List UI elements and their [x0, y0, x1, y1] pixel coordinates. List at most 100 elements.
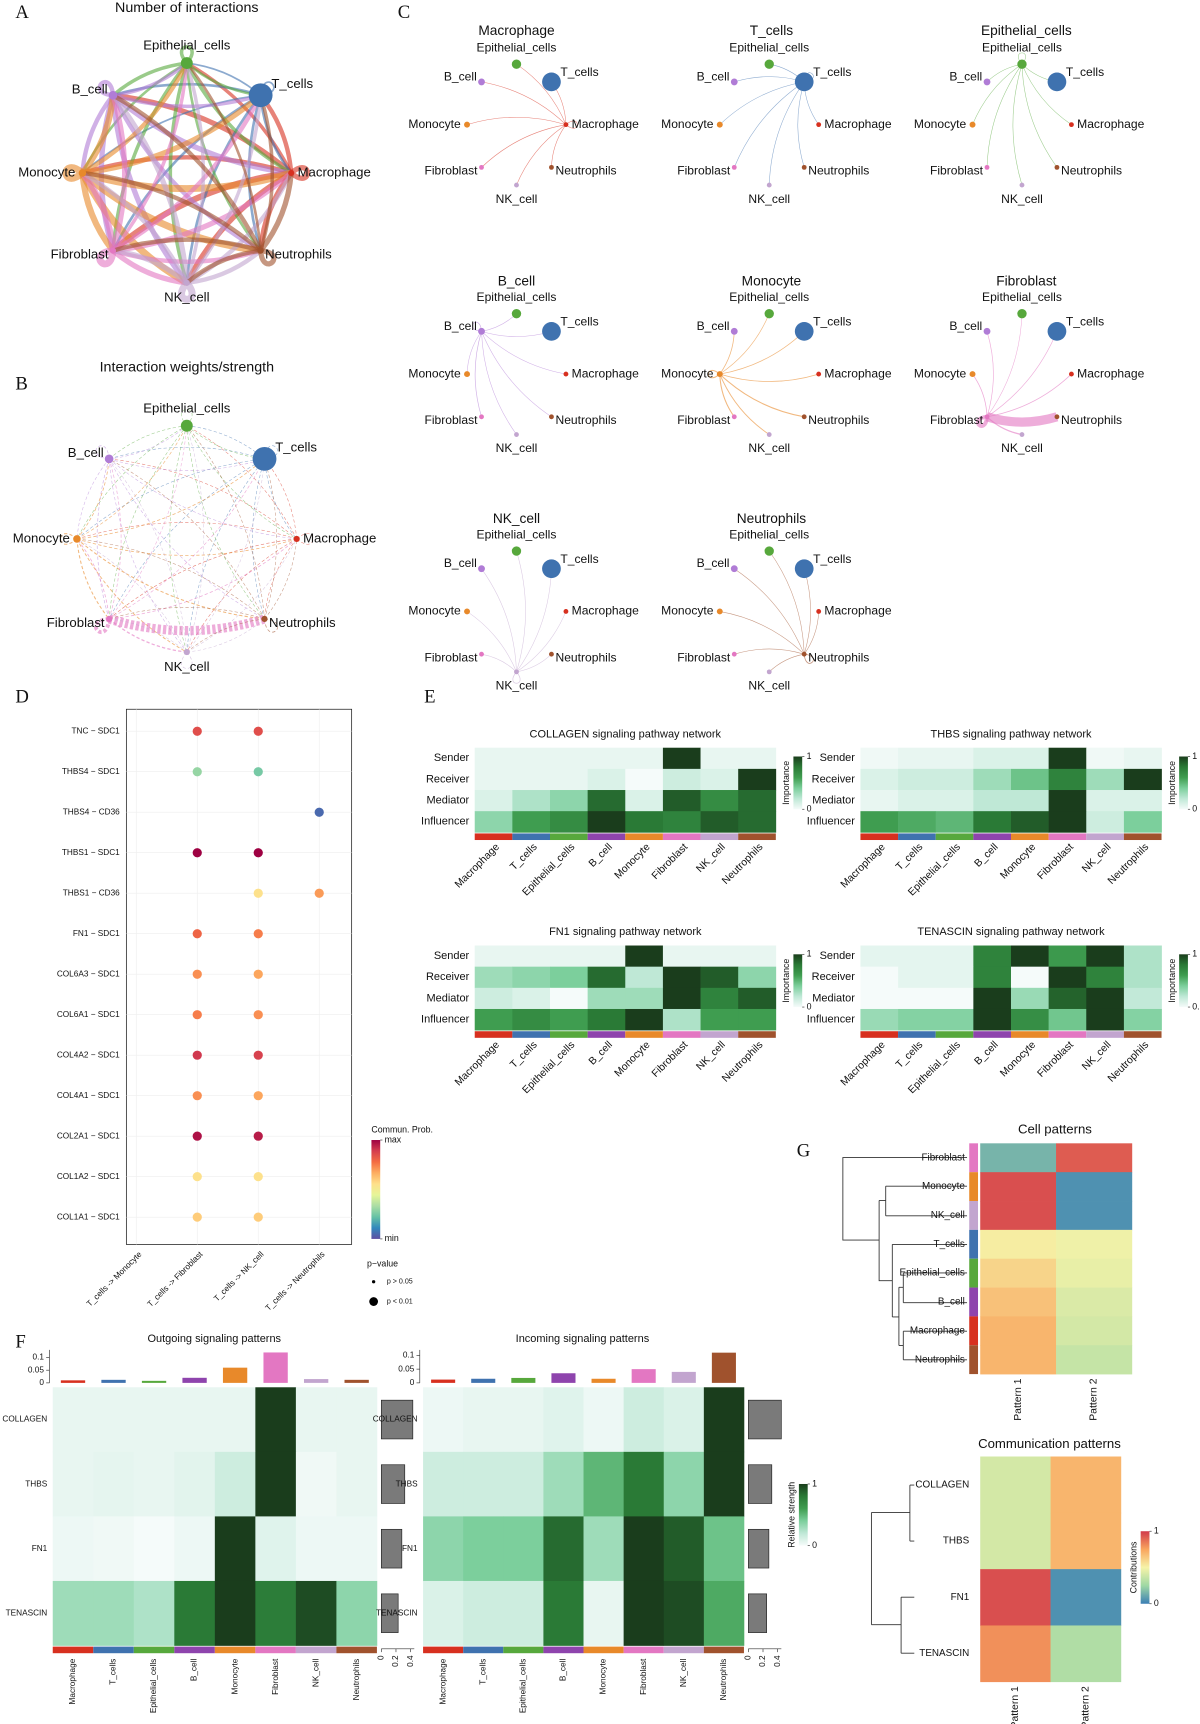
- heatmap-cell: [587, 790, 626, 812]
- bar: [471, 1378, 496, 1383]
- row-label: THBS: [396, 1479, 418, 1488]
- node-label: Neutrophils: [1061, 413, 1122, 427]
- edge: [719, 373, 805, 418]
- column-label: B_cell: [587, 1040, 615, 1068]
- heatmap-cell: [973, 945, 1012, 967]
- edge: [76, 538, 110, 619]
- edge: [296, 533, 314, 545]
- y-tick-label: 0: [39, 1378, 44, 1387]
- heatmap-cell: [512, 811, 551, 833]
- edge: [112, 93, 262, 109]
- y-tick-label: COL6A3 − SDC1: [57, 969, 120, 978]
- heatmap-cell: [980, 1172, 1057, 1202]
- heatmap-cell: [336, 1451, 378, 1517]
- heatmap-cell: [935, 945, 974, 967]
- node: [764, 308, 774, 319]
- edge: [111, 62, 189, 252]
- row-label: Receiver: [812, 971, 856, 983]
- heatmap-cell: [898, 811, 937, 833]
- heatmap-cell: [463, 1580, 504, 1646]
- y-tick-label: 0.1: [403, 1351, 415, 1360]
- heatmap-cell: [625, 811, 664, 833]
- row-label: Mediator: [812, 992, 855, 1004]
- x-tick-label: 0.2: [391, 1655, 400, 1667]
- column-label: Fibroblast: [271, 1658, 280, 1695]
- heatmap-cell: [980, 1345, 1057, 1375]
- node: [563, 609, 569, 614]
- heatmap-cell: [255, 1387, 297, 1453]
- edge: [185, 62, 206, 284]
- node-label: Fibroblast: [424, 413, 478, 427]
- edge: [719, 313, 770, 375]
- node-label: Fibroblast: [930, 413, 984, 427]
- column-color-strip: [214, 1646, 256, 1654]
- node: [764, 59, 774, 69]
- chart-title: B_cell: [498, 273, 535, 288]
- size-legend-label: p > 0.05: [387, 1278, 413, 1286]
- heatmap-cell: [550, 768, 588, 791]
- edge: [986, 331, 994, 417]
- heatmap-cell: [662, 747, 701, 770]
- edge: [111, 93, 292, 176]
- side-bar: [380, 1593, 399, 1633]
- column-color-strip: [738, 833, 776, 841]
- node-label: Neutrophils: [1061, 164, 1122, 178]
- column-color-strip: [662, 833, 701, 841]
- edge: [481, 313, 517, 332]
- node: [730, 78, 738, 86]
- bar: [511, 1377, 536, 1383]
- node: [1054, 414, 1060, 420]
- heatmap-cell: [474, 747, 513, 770]
- edge: [481, 568, 517, 672]
- y-tick-label: COL4A2 − SDC1: [57, 1050, 120, 1059]
- colorbar: [793, 954, 803, 1008]
- heatmap-cell: [474, 790, 513, 812]
- column-label: NK_cell: [679, 1659, 688, 1688]
- node-label: NK_cell: [496, 441, 538, 455]
- node-label: Neutrophils: [808, 413, 869, 427]
- row-label: TENASCIN: [376, 1608, 418, 1617]
- heatmap-cell: [1086, 987, 1125, 1010]
- edge: [62, 164, 85, 182]
- row-color-strip: [969, 1172, 979, 1202]
- heatmap-cell: [663, 1580, 705, 1646]
- edge: [96, 458, 110, 620]
- node: [183, 649, 190, 656]
- heatmap-cell: [255, 1580, 297, 1646]
- node: [109, 247, 117, 254]
- edge: [76, 538, 297, 556]
- column-color-strip: [935, 833, 974, 841]
- node-label: Monocyte: [408, 604, 461, 618]
- edge: [82, 93, 263, 176]
- heatmap-cell: [623, 1387, 665, 1453]
- node: [731, 651, 737, 657]
- edge: [719, 373, 770, 435]
- heatmap-cell: [625, 987, 664, 1010]
- edge: [186, 249, 263, 286]
- heatmap-cell: [1048, 966, 1087, 989]
- edge: [258, 248, 277, 267]
- node: [716, 608, 723, 615]
- node: [794, 559, 814, 579]
- heatmap-cell: [583, 1580, 624, 1646]
- heatmap-cell: [512, 945, 551, 967]
- heatmap-cell: [980, 1456, 1051, 1514]
- dot: [192, 1010, 202, 1020]
- edge: [185, 62, 262, 252]
- heatmap-cell: [474, 945, 513, 967]
- edge: [565, 120, 578, 129]
- edge: [466, 331, 482, 375]
- x-tick-label: 0.4: [773, 1655, 782, 1667]
- heatmap-cell: [1056, 1172, 1133, 1202]
- node: [549, 651, 554, 657]
- bar: [303, 1379, 329, 1383]
- edge: [81, 171, 189, 284]
- dot: [253, 1091, 263, 1101]
- chart-title: Incoming signaling patterns: [516, 1333, 650, 1345]
- heatmap-cell: [1056, 1229, 1133, 1260]
- edge: [181, 409, 193, 426]
- heatmap-cell: [860, 811, 899, 833]
- edge: [986, 373, 1072, 418]
- column-label: NK_cell: [1080, 842, 1113, 875]
- colorbar-tick-label: 1: [807, 949, 812, 959]
